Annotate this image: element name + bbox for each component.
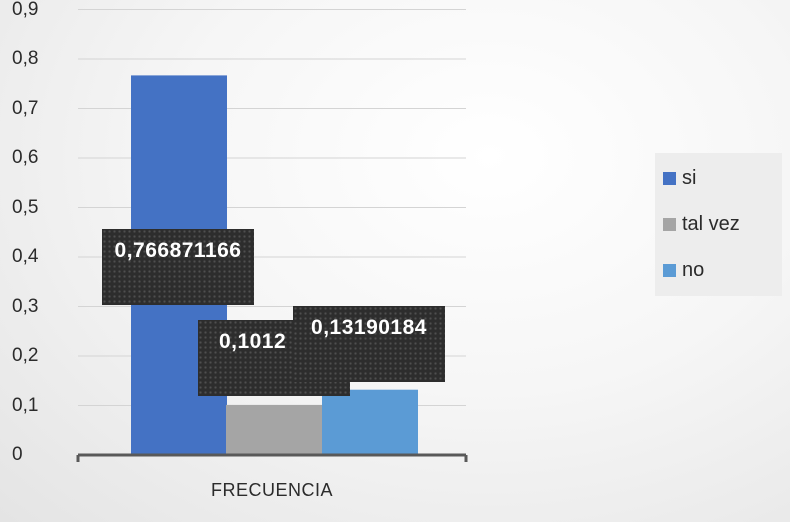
legend-item-no: no [663,259,704,282]
legend-label: no [682,259,705,281]
legend-swatch [663,172,676,185]
legend-swatch [663,264,676,277]
data-label-no: 0,13190184 [293,306,445,382]
y-tick-label: 0,7 [12,97,39,119]
legend-label: tal vez [682,213,740,235]
y-tick-label: 0,1 [12,394,39,416]
legend-item-tal-vez: tal vez [663,213,740,236]
y-tick-label: 0,6 [12,147,39,168]
legend-label: si [682,167,697,189]
data-label-si: 0,766871166 [102,229,254,305]
y-tick-label: 0 [12,444,23,465]
y-tick-label: 0,8 [12,48,39,69]
y-tick-label: 0,9 [12,0,39,20]
legend-swatch [663,218,676,231]
legend: si tal vez no [655,153,782,296]
y-tick-label: 0,5 [12,196,39,218]
bar-tal-vez [226,404,322,455]
y-tick-label: 0,3 [12,295,39,317]
y-tick-label: 0,2 [12,345,39,366]
x-category-label: FRECUENCIA [210,480,334,500]
bar-no [322,389,418,455]
legend-item-si: si [663,167,696,190]
y-tick-label: 0,4 [12,246,39,267]
